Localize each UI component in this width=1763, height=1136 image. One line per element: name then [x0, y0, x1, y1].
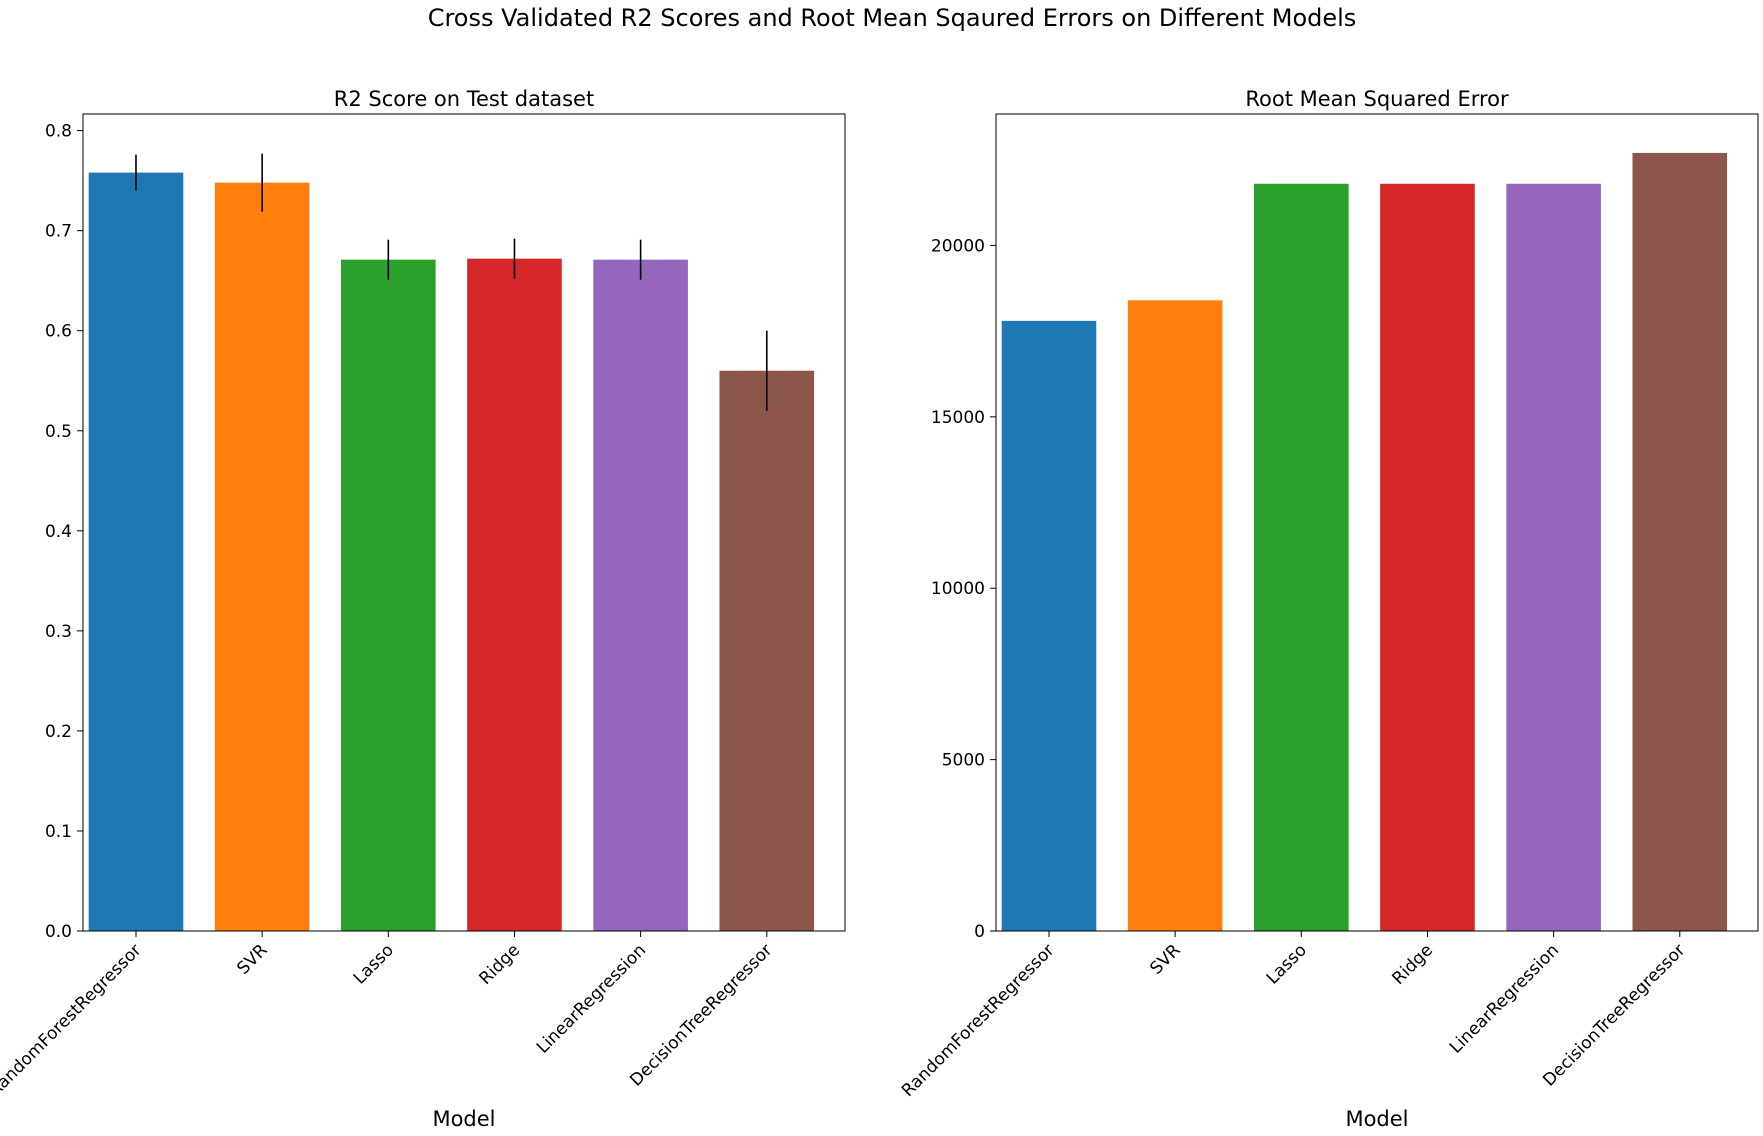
r2-score-chart: RandomForestRegressor SVR Lasso Ridge Linear… [0, 87, 846, 1131]
rmse-y-tick-label: 5000 [942, 751, 985, 771]
rmse-x-tick-label: SVR [1146, 940, 1184, 978]
r2-y-tick-label: 0.0 [45, 922, 72, 942]
r2-x-tick-label: SVR [233, 940, 271, 978]
r2-bar-decisiontreeregressor [719, 370, 815, 931]
r2-y-tick-label: 0.6 [45, 322, 72, 342]
rmse-bar-linearregression [1506, 183, 1601, 932]
rmse-x-tick-label: Lasso [1263, 940, 1311, 988]
r2-bar-lasso [340, 259, 436, 931]
rmse-y-tick-label: 20000 [931, 236, 985, 256]
rmse-chart: RandomForestRegressor SVR Lasso Ridge Linear… [898, 87, 1759, 1131]
rmse-axes-frame [995, 113, 1759, 932]
r2-x-tick-label: RandomForestRegressor [0, 940, 146, 1101]
rmse-x-tick-label: RandomForestRegressor [898, 940, 1059, 1101]
rmse-y-tick-label: 10000 [931, 579, 985, 599]
r2-x-axis-label: Model [432, 1107, 495, 1131]
r2-x-tick-label: Lasso [350, 940, 398, 988]
r2-chart-title: R2 Score on Test dataset [334, 87, 594, 111]
rmse-bar-ridge [1380, 183, 1475, 932]
figure-suptitle: Cross Validated R2 Scores and Root Mean … [428, 4, 1357, 32]
rmse-x-tick-label: DecisionTreeRegressor [1539, 940, 1689, 1090]
rmse-bar-decisiontreeregressor [1632, 152, 1728, 931]
rmse-x-tick-label: LinearRegression [1446, 940, 1563, 1057]
rmse-y-tick-label: 15000 [931, 408, 985, 428]
r2-bar-svr [214, 182, 310, 931]
r2-y-tick-label: 0.2 [45, 722, 72, 742]
r2-bar-linearregression [593, 259, 688, 931]
rmse-y-tick-label: 0 [974, 922, 985, 942]
r2-axes-frame [82, 113, 846, 932]
r2-y-tick-label: 0.1 [45, 822, 72, 842]
rmse-bar-randomforestregressor [1001, 320, 1097, 931]
rmse-bar-lasso [1253, 183, 1349, 932]
rmse-chart-title: Root Mean Squared Error [1245, 87, 1509, 111]
r2-y-tick-label: 0.3 [45, 622, 72, 642]
r2-bar-randomforestregressor [88, 172, 184, 931]
rmse-x-tick-label: Ridge [1389, 940, 1437, 988]
r2-y-tick-label: 0.7 [45, 222, 72, 242]
r2-y-tick-label: 0.4 [45, 522, 72, 542]
r2-bar-ridge [467, 258, 562, 931]
r2-x-tick-label: Ridge [476, 940, 524, 988]
rmse-bar-svr [1127, 300, 1223, 931]
r2-x-tick-label: LinearRegression [533, 940, 650, 1057]
r2-x-tick-label: DecisionTreeRegressor [626, 940, 776, 1090]
r2-y-tick-label: 0.5 [45, 422, 72, 442]
rmse-x-axis-label: Model [1345, 1107, 1408, 1131]
r2-y-tick-label: 0.8 [45, 122, 72, 142]
